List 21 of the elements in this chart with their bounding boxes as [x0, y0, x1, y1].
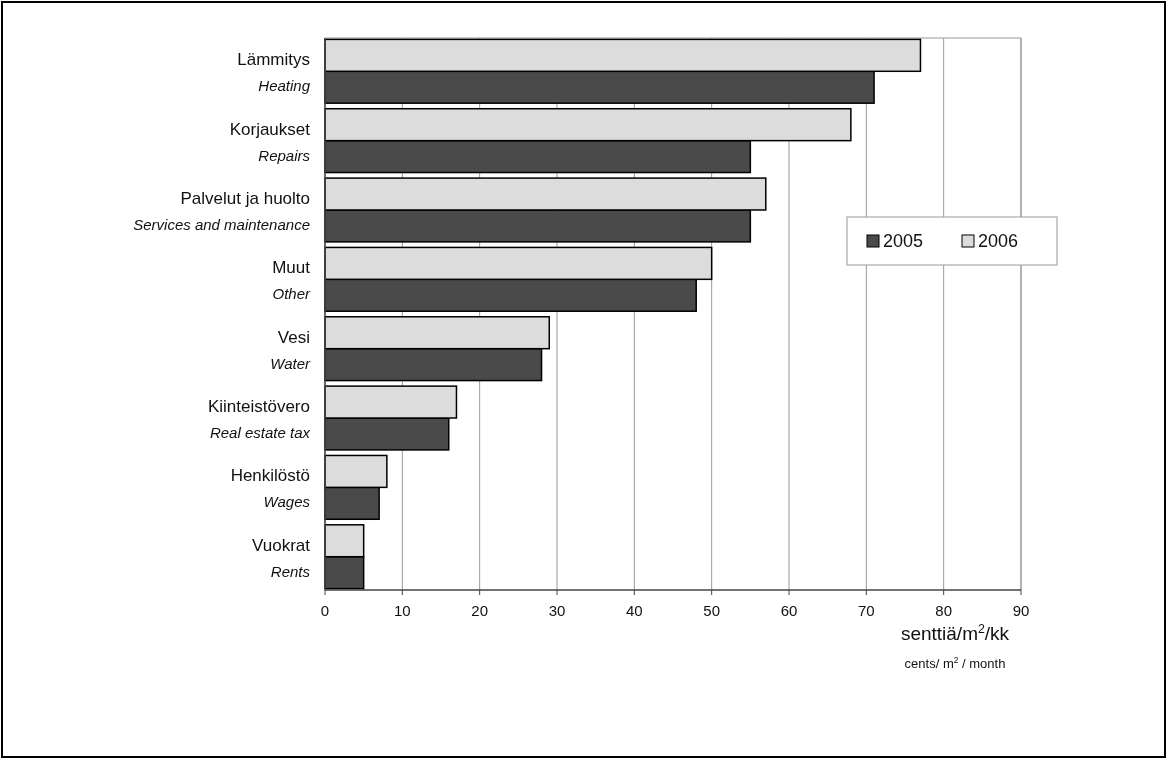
y-tick-label: Korjaukset Repairs — [229, 119, 311, 164]
x-tick-label: 50 — [703, 602, 721, 619]
x-tick-label: 20 — [471, 602, 489, 619]
x-tick-label: 40 — [625, 602, 643, 619]
x-tick-label: 0 — [320, 602, 330, 619]
x-tick-label: 70 — [857, 602, 875, 619]
x-tick-label: 90 — [1012, 602, 1030, 619]
y-tick-label: Vesi Water — [270, 327, 311, 372]
text: senttiä/m$^{2}$/kk cents/ m$^{2}$ / month — [900, 622, 1010, 671]
y-tick-label: Kiinteistövero Real estate tax — [207, 397, 311, 442]
y-tick-label: Lämmitys Heating — [237, 50, 311, 95]
y-tick-label: Henkilöstö Wages — [230, 466, 311, 511]
y-tick-label: Vuokrat Rents — [252, 535, 311, 580]
legend-label: 2005 — [883, 231, 924, 251]
x-tick-label: 60 — [780, 602, 798, 619]
x-tick-label: 10 — [393, 602, 411, 619]
x-tick-label: 80 — [935, 602, 953, 619]
legend-label: 2006 — [978, 231, 1019, 251]
y-tick-label: Palvelut ja huolto Services and maintenance — [133, 188, 310, 233]
x-tick-label: 30 — [548, 602, 566, 619]
y-tick-label: Muut Other — [272, 258, 311, 303]
